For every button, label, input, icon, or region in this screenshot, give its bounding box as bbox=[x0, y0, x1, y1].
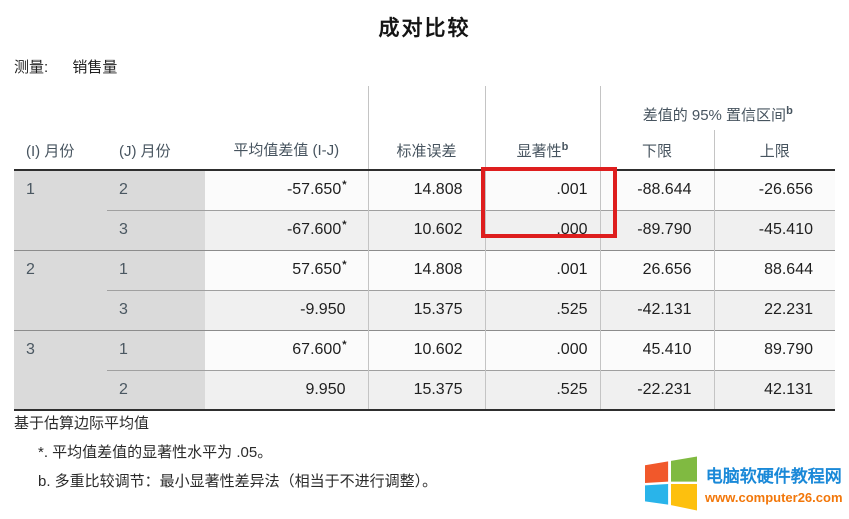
page-title: 成对比较 bbox=[378, 17, 471, 40]
sig-footnote-mark: b bbox=[561, 141, 569, 153]
significance-star: * bbox=[342, 179, 347, 192]
cell-sig: .001 bbox=[484, 170, 600, 210]
footnote-b: b. 多重比较调节：最小显著性差异法（相当于不进行调整）。 bbox=[38, 473, 438, 490]
cell-i: 1 bbox=[14, 170, 107, 250]
cell-upper: 89.790 bbox=[713, 329, 835, 370]
cell-upper: -45.410 bbox=[713, 209, 835, 250]
table-row: 3 1 67.600* 10.602.000 45.410 89.790 bbox=[14, 329, 835, 410]
cell-j: 2 bbox=[107, 170, 205, 210]
cell-j: 3 bbox=[107, 289, 205, 330]
header-upper-bound: 上限 bbox=[713, 130, 835, 171]
significance-star: * bbox=[342, 339, 347, 351]
cell-std-error: 10.602 bbox=[367, 329, 485, 370]
cell-lower: -42.131 bbox=[599, 289, 714, 330]
cell-std-error: 15.375 bbox=[367, 369, 485, 410]
cell-std-error: 10.602 bbox=[367, 209, 485, 250]
cell-sig: .000 bbox=[484, 329, 600, 370]
table-row: 1 2 -57.650* 14.808.001 -88.644 -26.656 bbox=[14, 170, 835, 250]
footnote-base: 基于估算边际平均值 bbox=[14, 415, 150, 432]
cell-mean-diff: -67.600* bbox=[205, 209, 368, 250]
flag-pane-bottom-right bbox=[671, 483, 697, 511]
cell-std-error: 15.375 bbox=[367, 289, 485, 330]
table-row: 2 9.950 15.375.525 -22.231 42.131 bbox=[14, 369, 835, 410]
significance-star: * bbox=[342, 219, 347, 231]
windows-flag-icon bbox=[645, 456, 697, 511]
header-mean-diff: 平均值差值 (I-J) bbox=[205, 86, 368, 171]
header-sig: 显著性b bbox=[484, 86, 600, 171]
header-i-month: (I) 月份 bbox=[14, 86, 107, 171]
cell-std-error: 14.808 bbox=[367, 249, 485, 290]
logo-site-url: www.computer26.com bbox=[705, 490, 843, 505]
table-row: 2 1 57.650* 14.808.001 26.656 88.644 bbox=[14, 249, 835, 330]
logo-text: 电脑软硬件教程网 www.computer26.com bbox=[705, 462, 843, 505]
flag-pane-top-left bbox=[645, 461, 669, 484]
measure-label: 测量: bbox=[14, 59, 49, 76]
cell-mean-diff: 9.950 bbox=[205, 369, 368, 410]
cell-mean-diff: 67.600* bbox=[205, 329, 368, 370]
cell-j: 1 bbox=[107, 329, 205, 370]
logo-site-name: 电脑软硬件教程网 bbox=[705, 467, 842, 486]
header-ci-group: 差值的 95% 置信区间b bbox=[599, 86, 835, 130]
cell-lower: -89.790 bbox=[599, 209, 714, 250]
header-lower-bound: 下限 bbox=[599, 130, 714, 171]
cell-upper: 22.231 bbox=[713, 289, 835, 330]
cell-upper: -26.656 bbox=[713, 170, 835, 210]
table-header: (I) 月份 (J) 月份 平均值差值 (I-J) 标准误差 显著性b 差值的 … bbox=[14, 86, 835, 171]
cell-sig: .525 bbox=[484, 289, 600, 330]
measure-value: 销售量 bbox=[72, 59, 118, 76]
cell-j: 1 bbox=[107, 249, 205, 290]
header-j-month: (J) 月份 bbox=[107, 86, 205, 171]
cell-mean-diff: 57.650* bbox=[205, 249, 368, 290]
cell-std-error: 14.808 bbox=[367, 170, 485, 210]
ci-footnote-mark: b bbox=[786, 105, 793, 117]
cell-sig: .001 bbox=[484, 249, 600, 290]
cell-mean-diff: -57.650* bbox=[205, 170, 368, 210]
footnote-star: *. 平均值差值的显著性水平为 .05。 bbox=[38, 444, 273, 461]
table-body: 1 2 -57.650* 14.808.001 -88.644 -26.656 3 -67.6… bbox=[14, 170, 835, 410]
pairwise-comparisons-table: (I) 月份 (J) 月份 平均值差值 (I-J) 标准误差 显著性b 差值的 … bbox=[14, 86, 835, 411]
cell-j: 2 bbox=[107, 369, 205, 410]
header-std-error: 标准误差 bbox=[367, 86, 485, 171]
footnotes: 基于估算边际平均值 *. 平均值差值的显著性水平为 .05。 b. 多重比较调节… bbox=[14, 413, 437, 500]
flag-pane-bottom-left bbox=[645, 483, 669, 505]
cell-sig: .000 bbox=[484, 209, 600, 250]
significance-star: * bbox=[342, 259, 347, 271]
cell-sig: .525 bbox=[484, 369, 600, 410]
cell-lower: -22.231 bbox=[599, 369, 714, 410]
cell-i: 2 bbox=[14, 249, 107, 330]
cell-lower: 45.410 bbox=[599, 329, 714, 370]
cell-lower: 26.656 bbox=[599, 249, 714, 290]
flag-pane-top-right bbox=[671, 456, 697, 482]
measure-line: 测量: 销售量 bbox=[14, 56, 117, 77]
cell-i: 3 bbox=[14, 329, 107, 410]
cell-lower: -88.644 bbox=[599, 170, 714, 210]
cell-mean-diff: -9.950 bbox=[205, 289, 368, 330]
cell-upper: 42.131 bbox=[713, 369, 835, 410]
site-logo: 电脑软硬件教程网 www.computer26.com bbox=[645, 456, 843, 511]
table-row: 3 -67.600* 10.602.000 -89.790 -45.410 bbox=[14, 209, 835, 250]
cell-upper: 88.644 bbox=[713, 249, 835, 290]
table-row: 3 -9.950 15.375.525 -42.131 22.231 bbox=[14, 289, 835, 330]
cell-j: 3 bbox=[107, 209, 205, 250]
